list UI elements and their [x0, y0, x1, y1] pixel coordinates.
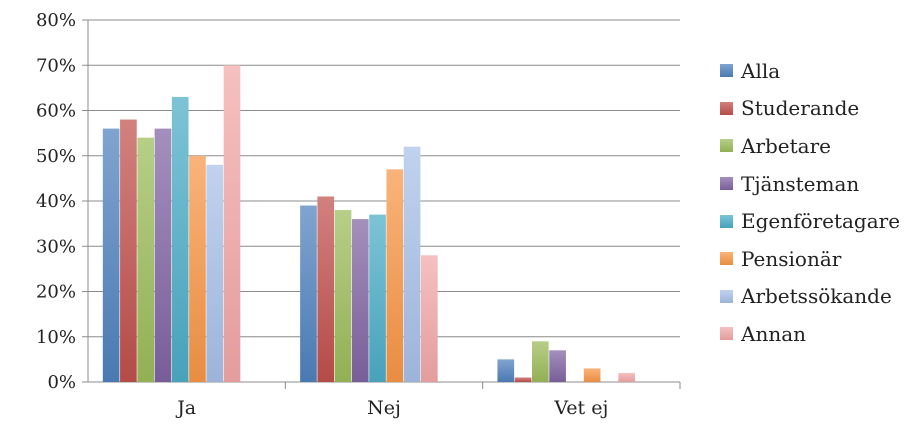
y-tick-label: 80%: [36, 10, 76, 31]
bar: [137, 137, 154, 382]
bar: [583, 368, 601, 382]
legend-label: Arbetssökande: [741, 284, 892, 309]
bar: [421, 255, 438, 382]
bar: [223, 65, 241, 382]
legend-swatch: [720, 101, 733, 115]
y-tick-label: 20%: [36, 282, 76, 303]
bar: [154, 128, 172, 382]
y-tick-label: 30%: [36, 236, 76, 257]
x-tick-label: Nej: [367, 397, 401, 419]
bar: [549, 350, 566, 382]
bar: [189, 155, 206, 382]
legend-swatch: [720, 289, 733, 303]
legend-item: Arbetare: [720, 127, 900, 165]
legend-label: Studerande: [741, 96, 860, 121]
legend-label: Tjänsteman: [741, 171, 860, 196]
legend-swatch: [720, 214, 733, 228]
legend-item: Alla: [720, 52, 900, 90]
legend-swatch: [720, 252, 733, 266]
legend-item: Studerande: [720, 90, 900, 128]
bar: [171, 96, 189, 383]
legend-label: Arbetare: [741, 133, 831, 158]
y-tick-label: 60%: [36, 101, 76, 122]
bar: [120, 119, 137, 383]
bar: [351, 219, 369, 382]
legend-item: Tjänsteman: [720, 165, 900, 203]
legend-swatch: [720, 139, 733, 153]
bar: [369, 214, 386, 382]
legend-item: Arbetssökande: [720, 278, 900, 316]
y-tick-label: 40%: [36, 191, 76, 212]
legend-label: Alla: [741, 58, 781, 83]
legend-swatch: [720, 177, 733, 191]
bar: [102, 128, 120, 382]
bar: [532, 341, 549, 382]
chart-legend: Alla Studerande Arbetare Tjänsteman Egenföre…: [720, 52, 900, 353]
legend-label: Annan: [741, 321, 807, 346]
legend-item: Pensionär: [720, 240, 900, 278]
x-tick-label: Ja: [175, 397, 196, 419]
y-tick-label: 0%: [47, 372, 76, 393]
bar: [386, 169, 404, 382]
y-tick-label: 70%: [36, 55, 76, 76]
y-tick-label: 10%: [36, 327, 76, 348]
legend-label: Pensionär: [741, 246, 842, 271]
legend-swatch: [720, 64, 733, 78]
legend-label: Egenföretagare: [741, 209, 901, 234]
bar: [206, 164, 224, 382]
y-tick-label: 50%: [36, 146, 76, 167]
bar: [317, 196, 335, 382]
bar: [618, 372, 635, 382]
bar: [497, 359, 515, 382]
legend-swatch: [720, 327, 733, 341]
bar: [334, 210, 352, 382]
legend-item: Annan: [720, 315, 900, 353]
x-tick-label: Vet ej: [553, 397, 608, 419]
bar: [514, 377, 532, 382]
bar: [300, 205, 317, 382]
legend-item: Egenföretagare: [720, 202, 900, 240]
bar: [403, 146, 421, 382]
